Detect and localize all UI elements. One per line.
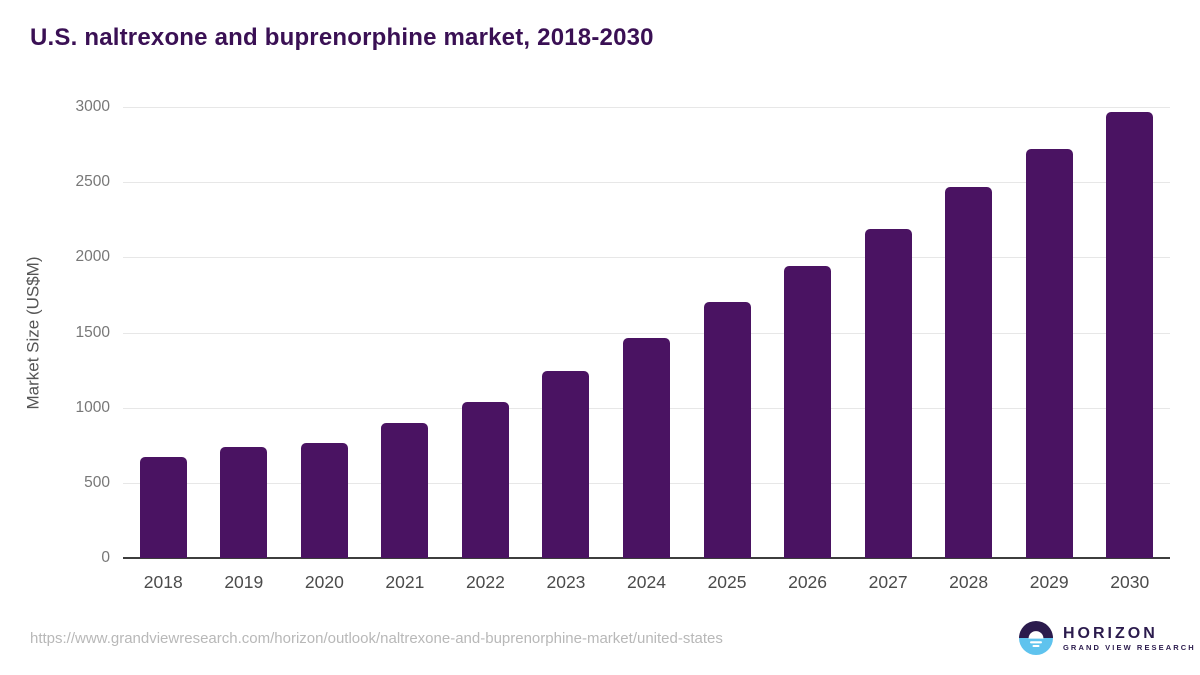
bar-2028 — [945, 186, 993, 558]
bar-2023 — [542, 370, 590, 558]
bar-2021 — [381, 422, 429, 558]
y-tick-label-2500: 2500 — [75, 173, 110, 191]
gridline-2500 — [123, 182, 1170, 184]
y-tick-label-3000: 3000 — [75, 98, 110, 115]
y-tick-label-0: 0 — [101, 549, 110, 566]
bar-2020 — [300, 443, 348, 558]
bar-2022 — [461, 401, 509, 558]
gridline-3000 — [123, 107, 1170, 108]
logo-name: HORIZON — [1063, 624, 1158, 642]
x-tick-label-2018: 2018 — [143, 572, 183, 592]
bar-2024 — [623, 337, 670, 558]
x-tick-label-2027: 2027 — [868, 572, 908, 592]
gridline-1500 — [123, 332, 1170, 334]
x-tick-label-2026: 2026 — [788, 572, 828, 592]
gridline-2000 — [123, 257, 1170, 259]
x-tick-label-2021: 2021 — [385, 572, 425, 592]
logo-subtitle: GRAND VIEW RESEARCH — [1063, 642, 1196, 652]
y-tick-label-1500: 1500 — [75, 323, 110, 341]
x-tick-label-2024: 2024 — [627, 572, 666, 592]
bar-2026 — [784, 265, 832, 558]
plot-area: 0 500 1000 1500 2000 2500 3000 2018 2019 2020 2021… — [76, 98, 1170, 592]
x-tick-label-2025: 2025 — [707, 572, 747, 592]
bar-2029 — [1025, 149, 1073, 558]
bar-2025 — [703, 302, 751, 558]
source-url: https://www.grandviewresearch.com/horizo… — [30, 630, 723, 647]
horizon-sun-icon — [1019, 621, 1053, 655]
logo-text: HORIZON GRAND VIEW RESEARCH — [1063, 625, 1196, 652]
y-tick-label-2000: 2000 — [75, 248, 110, 266]
bar-2018 — [139, 457, 187, 558]
x-tick-label-2028: 2028 — [949, 572, 989, 592]
x-tick-label-2019: 2019 — [224, 572, 264, 592]
y-tick-label-500: 500 — [84, 473, 110, 491]
x-tick-label-2029: 2029 — [1029, 572, 1069, 592]
bar-2030 — [1106, 111, 1154, 558]
x-tick-label-2022: 2022 — [465, 572, 505, 592]
x-tick-label-2020: 2020 — [304, 572, 344, 592]
horizon-logo: HORIZON GRAND VIEW RESEARCH — [1019, 621, 1196, 655]
x-tick-label-2023: 2023 — [546, 572, 586, 592]
y-tick-label-1000: 1000 — [75, 398, 110, 416]
x-axis-line — [123, 557, 1170, 559]
bar-2027 — [864, 228, 912, 558]
chart-title: U.S. naltrexone and buprenorphine market… — [30, 24, 654, 51]
bar-2019 — [220, 446, 268, 558]
x-tick-label-2030: 2030 — [1110, 572, 1150, 592]
